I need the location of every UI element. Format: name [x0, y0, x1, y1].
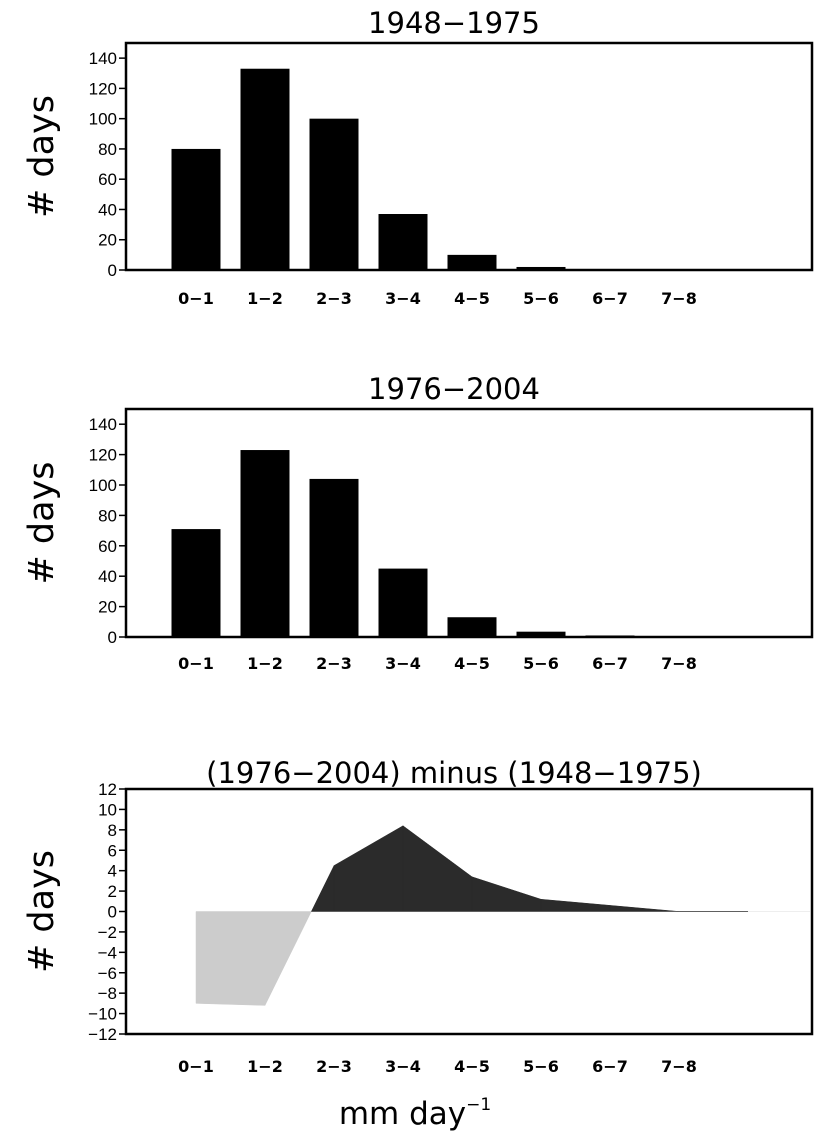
y-tick-label: −2 — [98, 923, 117, 942]
bar — [447, 254, 497, 270]
y-tick-label: −6 — [98, 964, 117, 983]
y-tick-label: 80 — [98, 140, 117, 159]
y-axis-label: # days — [22, 461, 62, 584]
x-tick-label: 0−1 — [178, 289, 214, 308]
x-tick-label: 7−8 — [661, 1057, 697, 1076]
x-tick-label: 1−2 — [247, 654, 283, 673]
positive-area — [402, 825, 473, 912]
chart-panel-1: 1948−1975 # days 0 20 40 60 80 100 120 140 0−1 1−2 2… — [22, 6, 814, 308]
y-tick-label: 100 — [89, 110, 117, 129]
y-tick-label: 20 — [98, 598, 117, 617]
y-tick-label: 10 — [98, 800, 117, 819]
positive-area — [310, 865, 335, 912]
y-tick-label: 4 — [108, 862, 117, 881]
chart-title: 1976−2004 — [368, 372, 540, 406]
positive-area — [609, 905, 680, 912]
bar — [309, 118, 359, 271]
bar — [378, 568, 428, 637]
y-tick-label: 120 — [89, 79, 117, 98]
chart-panel-2: 1976−2004 # days 0 20 40 60 80 100 120 140 0−1 1−2 2… — [22, 372, 814, 673]
x-tick-label: 0−1 — [178, 1057, 214, 1076]
x-tick-label: 7−8 — [661, 289, 697, 308]
plot-frame — [124, 41, 814, 272]
bar — [447, 617, 497, 637]
plot-frame — [124, 787, 814, 1036]
y-tick-label: 12 — [98, 780, 117, 799]
x-tick-label: 5−6 — [523, 654, 559, 673]
x-axis-label: mm day−1 — [339, 1095, 491, 1132]
x-tick-label: 4−5 — [454, 289, 490, 308]
y-tick-label: 0 — [108, 903, 117, 922]
chart-title: (1976−2004) minus (1948−1975) — [206, 756, 702, 790]
y-tick-label: 120 — [89, 446, 117, 465]
y-tick-label: 140 — [89, 415, 117, 434]
y-tick-label: 60 — [98, 170, 117, 189]
negative-area — [264, 911, 312, 1006]
y-tick-label: −8 — [98, 984, 117, 1003]
y-tick-label: 40 — [98, 200, 117, 219]
plot-frame — [124, 407, 814, 639]
y-tick-label: −10 — [88, 1005, 117, 1024]
positive-area — [540, 898, 611, 912]
x-tick-label: 0−1 — [178, 654, 214, 673]
x-tick-label: 2−3 — [316, 1057, 352, 1076]
chart-title: 1948−1975 — [368, 6, 540, 40]
bar — [240, 68, 290, 270]
y-tick-label: 6 — [108, 841, 117, 860]
negative-area — [195, 911, 266, 1006]
x-tick-label: 5−6 — [523, 289, 559, 308]
y-tick-label: 100 — [89, 476, 117, 495]
bar — [516, 266, 566, 270]
y-tick-label: 8 — [108, 821, 117, 840]
bar — [171, 529, 221, 637]
positive-area — [471, 876, 542, 912]
y-tick-label: 40 — [98, 567, 117, 586]
x-tick-label: 5−6 — [523, 1057, 559, 1076]
x-tick-label: 4−5 — [454, 654, 490, 673]
x-tick-label: 1−2 — [247, 289, 283, 308]
bar — [378, 214, 428, 270]
y-tick-label: 60 — [98, 537, 117, 556]
bar — [240, 450, 290, 637]
positive-area — [333, 825, 404, 912]
y-tick-label: 140 — [89, 49, 117, 68]
chart-panel-3: (1976−2004) minus (1948−1975) # days −12−1… — [22, 756, 814, 1132]
x-tick-label: 3−4 — [385, 1057, 421, 1076]
y-tick-label: −4 — [98, 943, 117, 962]
x-tick-label: 6−7 — [592, 1057, 628, 1076]
y-tick-label: 80 — [98, 506, 117, 525]
x-tick-label: 6−7 — [592, 654, 628, 673]
bar — [516, 631, 566, 637]
bar — [309, 478, 359, 637]
bar — [171, 148, 221, 270]
y-tick-label: 20 — [98, 231, 117, 250]
y-tick-label: 0 — [108, 261, 117, 280]
x-tick-label: 4−5 — [454, 1057, 490, 1076]
x-tick-label: 1−2 — [247, 1057, 283, 1076]
x-tick-label: 6−7 — [592, 289, 628, 308]
y-tick-label: 0 — [108, 628, 117, 647]
y-tick-label: 2 — [108, 882, 117, 901]
y-axis-label: # days — [22, 95, 62, 218]
x-tick-label: 3−4 — [385, 289, 421, 308]
y-tick-label: −12 — [88, 1025, 117, 1044]
x-tick-label: 2−3 — [316, 654, 352, 673]
x-tick-label: 7−8 — [661, 654, 697, 673]
y-axis-label: # days — [22, 850, 62, 973]
x-tick-label: 2−3 — [316, 289, 352, 308]
x-tick-label: 3−4 — [385, 654, 421, 673]
